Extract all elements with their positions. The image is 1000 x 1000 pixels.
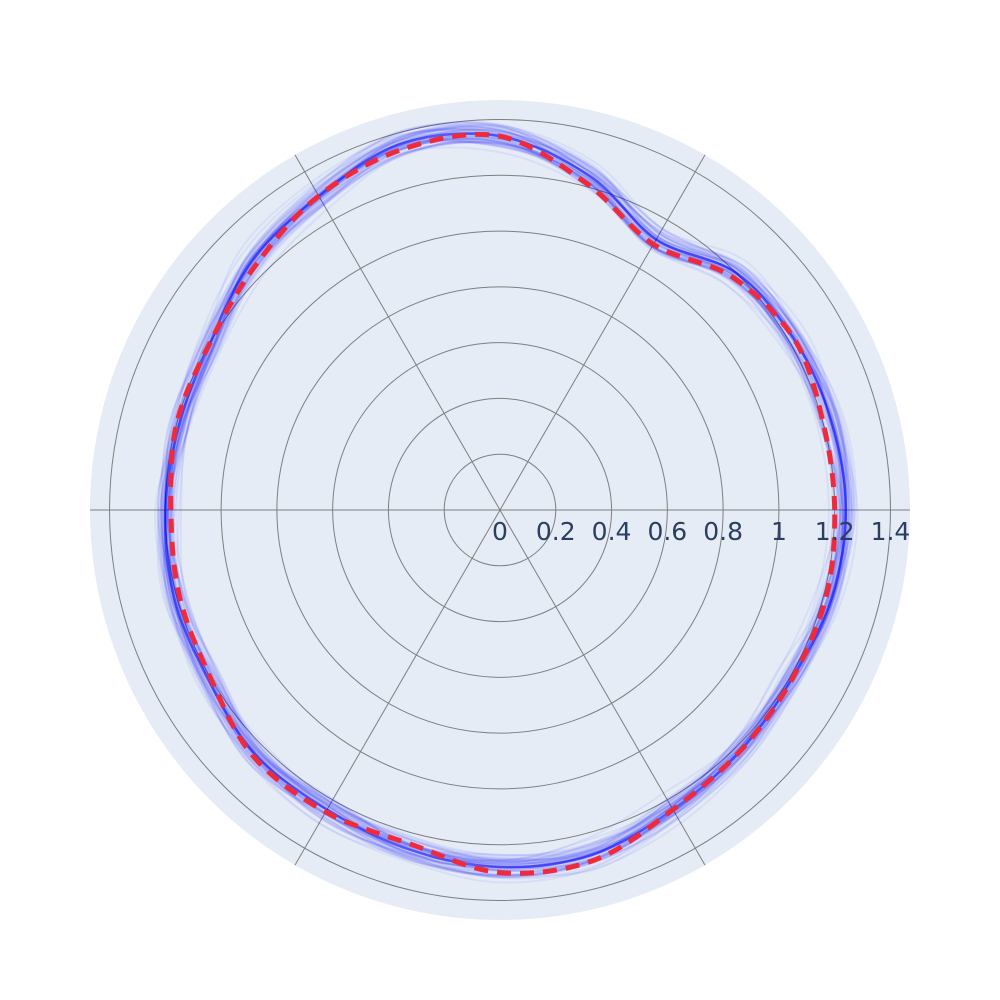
angular-gridline (499, 509, 706, 866)
sample-line (167, 137, 844, 861)
sample-line (157, 123, 855, 884)
angular-gridline (499, 154, 706, 511)
mean-line (168, 131, 838, 876)
sample-line (161, 133, 850, 863)
sample-line (160, 122, 850, 878)
sample-line (165, 140, 839, 860)
sample-line (175, 140, 840, 865)
mean-line-layer (168, 131, 838, 876)
polar-grid-layer (90, 119, 910, 901)
radial-tick-label: 1.4 (871, 517, 911, 546)
sample-line (158, 125, 843, 877)
sample-line (160, 127, 850, 880)
radial-tick-label: 1 (771, 517, 787, 546)
sample-line (171, 138, 842, 865)
radial-tick-label: 0.6 (647, 517, 687, 546)
sample-line (166, 141, 844, 859)
sample-line (165, 121, 848, 873)
angular-gridline (294, 509, 501, 866)
sample-line (168, 139, 843, 867)
radial-tick-label: 0.8 (703, 517, 743, 546)
sample-line (171, 140, 842, 863)
angular-gridline (294, 154, 501, 511)
radial-tick-label: 0.2 (536, 517, 576, 546)
radial-tick-label: 1.2 (815, 517, 855, 546)
sample-line (165, 122, 847, 877)
sample-line (156, 132, 859, 869)
radial-tick-label: 0 (492, 517, 508, 546)
sample-line (160, 127, 849, 878)
sample-line (154, 133, 857, 862)
radial-tick-label: 0.4 (592, 517, 632, 546)
radial-tick-labels-layer: 0 0.2 0.4 0.6 0.8 1 1.2 1.4 (492, 517, 910, 546)
